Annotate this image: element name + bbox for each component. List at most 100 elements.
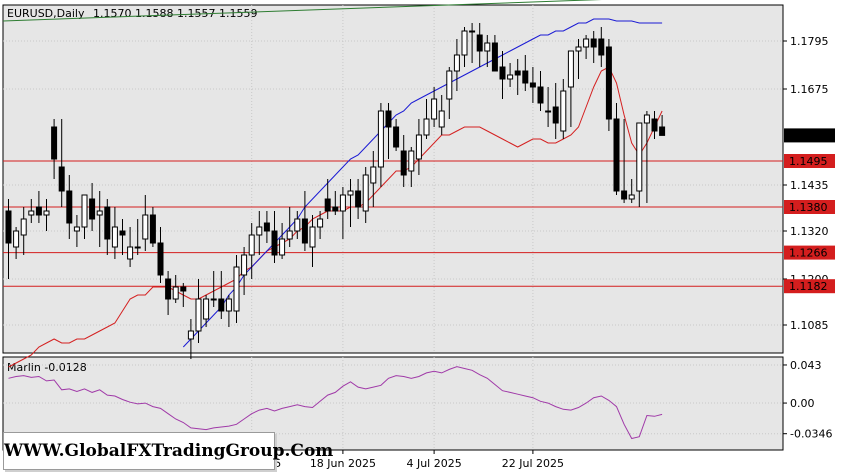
candle-down <box>529 82 536 88</box>
moving-average-blue <box>182 18 663 348</box>
candle-down <box>385 110 392 128</box>
candle-up <box>636 122 643 192</box>
candle-up <box>643 114 650 124</box>
candle-down <box>598 38 605 56</box>
candle-up <box>134 246 141 249</box>
x-tick-label: 18 Jun 2025 <box>310 457 376 470</box>
candle-down <box>119 230 126 236</box>
candle-down <box>89 198 96 220</box>
candle-up <box>567 50 574 88</box>
y-tick-label: 1.1675 <box>790 83 829 96</box>
candle-down <box>522 70 529 84</box>
candle-up <box>111 226 118 248</box>
candle-down <box>332 206 339 212</box>
candle-down <box>263 222 270 232</box>
candle-up <box>195 298 202 332</box>
price-level-label: 1.1266 <box>789 247 828 260</box>
candle-up <box>81 194 88 228</box>
candle-up <box>286 230 293 240</box>
candles <box>5 23 666 359</box>
candle-up <box>507 74 514 80</box>
candle-down <box>271 230 278 256</box>
candle-down <box>35 206 42 216</box>
price-level-label: 1.1495 <box>789 155 828 168</box>
candle-up <box>628 194 635 200</box>
candle-up <box>233 266 240 312</box>
watermark-logo: WWW.GlobalFXTradingGroup.Com <box>3 432 333 470</box>
candle-up <box>309 226 316 248</box>
x-tick-label: 22 Jul 2025 <box>502 457 564 470</box>
trend-line <box>2 0 602 22</box>
candle-down <box>491 42 498 72</box>
candle-up <box>575 46 582 52</box>
chart-title: EURUSD,Daily <box>7 7 85 20</box>
candle-up <box>210 298 217 301</box>
candle-up <box>225 298 232 312</box>
candle-up <box>484 42 491 52</box>
oscillator <box>8 366 663 440</box>
candle-down <box>605 46 612 120</box>
candle-up <box>317 218 324 228</box>
y-tick-label: 0.043 <box>790 359 822 372</box>
candle-up <box>461 30 468 56</box>
candle-up <box>248 234 255 256</box>
candle-up <box>43 210 50 216</box>
price-level-tag <box>784 200 835 214</box>
candle-down <box>514 70 521 76</box>
candle-down <box>651 118 658 132</box>
candle-up <box>431 98 438 120</box>
candle-down <box>324 198 331 212</box>
price-level-tag <box>784 245 835 260</box>
candle-up <box>96 210 103 216</box>
candle-up <box>377 110 384 168</box>
candle-down <box>149 214 156 244</box>
price-level-tag <box>784 154 835 168</box>
candle-up <box>13 230 20 248</box>
candle-up <box>545 110 552 113</box>
candle-down <box>476 34 483 52</box>
candle-down <box>301 218 308 244</box>
last-price-label: 1.1559 <box>789 129 828 142</box>
candle-up <box>453 54 460 72</box>
last-price-tag <box>784 128 835 143</box>
candle-up <box>370 166 377 184</box>
candle-down <box>5 210 12 244</box>
candle-down <box>590 38 597 48</box>
candle-up <box>438 110 445 128</box>
candle-down <box>66 190 73 224</box>
candle-up <box>256 226 263 236</box>
candle-up <box>28 210 35 216</box>
main-plot-bg <box>2 4 784 354</box>
candle-down <box>218 298 225 312</box>
candle-up <box>20 218 27 236</box>
price-level-label: 1.1182 <box>789 280 828 293</box>
candle-up <box>362 174 369 212</box>
candle-up <box>279 238 286 256</box>
price-level-label: 1.1380 <box>789 201 828 214</box>
candle-down <box>355 190 362 208</box>
y-tick-label: -0.0346 <box>790 428 832 441</box>
candle-down <box>400 150 407 176</box>
candle-up <box>560 90 567 132</box>
candle-up <box>241 254 248 276</box>
candle-up <box>203 298 210 320</box>
candle-down <box>104 206 111 240</box>
candle-up <box>347 190 354 196</box>
price-level-tag <box>784 279 835 294</box>
candle-up <box>583 38 590 48</box>
ohlc-readout: 1.1570 1.1588 1.1557 1.1559 <box>93 7 257 20</box>
candle-up <box>127 246 134 260</box>
candle-down <box>499 66 506 80</box>
candle-down <box>393 126 400 148</box>
candle-down <box>58 166 65 192</box>
candle-up <box>446 70 453 100</box>
y-tick-label: 1.1435 <box>790 179 829 192</box>
candle-down <box>165 278 172 300</box>
candle-up <box>408 150 415 172</box>
candle-down <box>157 242 164 276</box>
candle-up <box>142 214 149 240</box>
candle-up <box>415 134 422 160</box>
candle-down <box>621 190 628 200</box>
candle-up <box>172 286 179 300</box>
